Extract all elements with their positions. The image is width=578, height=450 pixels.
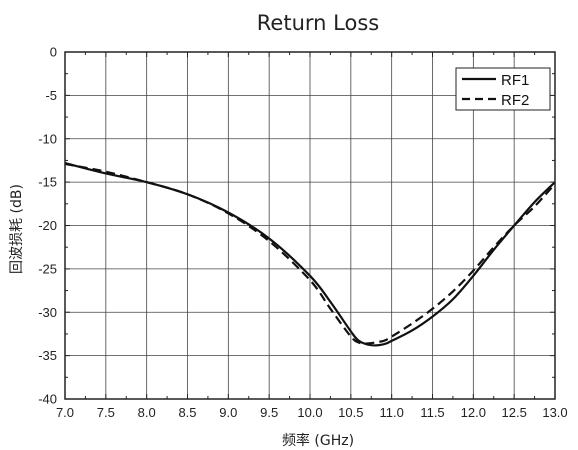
x-tick-label: 10.5 — [338, 405, 363, 420]
x-tick-label: 8.0 — [138, 405, 156, 420]
chart-title: Return Loss — [257, 11, 379, 35]
x-tick-label: 11.5 — [420, 405, 444, 420]
y-tick-label: -5 — [45, 88, 57, 103]
plot-area-frame — [64, 51, 556, 400]
x-axis-label: 频率 (GHz) — [282, 432, 354, 449]
series-line-rf2 — [64, 162, 556, 345]
y-tick-label: -15 — [38, 175, 57, 190]
y-tick-labels: 0 -5 -10 -15 -20 -25 -30 -35 -40 — [38, 45, 57, 407]
x-tick-label: 11.0 — [379, 405, 403, 420]
y-axis-label: 回波损耗 (dB) — [9, 184, 25, 274]
y-tick-label: -40 — [38, 392, 57, 407]
y-tick-label: -25 — [38, 261, 57, 276]
x-tick-label: 13.0 — [542, 405, 567, 420]
x-tick-label: 12.5 — [502, 405, 527, 420]
y-tick-label: -35 — [38, 348, 57, 363]
y-tick-label: -20 — [38, 218, 57, 233]
y-tick-label: 0 — [50, 45, 57, 60]
legend-label-rf2: RF2 — [501, 92, 529, 109]
legend-box — [455, 67, 551, 111]
legend-label-rf1: RF1 — [501, 72, 529, 89]
x-tick-label: 9.5 — [260, 405, 278, 420]
x-tick-label: 12.0 — [461, 405, 486, 420]
x-tick-label: 10.0 — [297, 405, 322, 420]
legend: RF1 RF2 — [455, 67, 551, 111]
y-tick-label: -30 — [38, 305, 57, 320]
x-tick-label: 9.0 — [219, 405, 237, 420]
series-line-rf1 — [64, 161, 556, 347]
series-lines — [64, 161, 556, 347]
x-tick-label: 8.5 — [178, 405, 196, 420]
x-tick-label: 7.5 — [97, 405, 115, 420]
y-tick-label: -10 — [38, 131, 57, 146]
x-tick-label: 7.0 — [56, 405, 74, 420]
x-tick-labels: 7.0 7.5 8.0 8.5 9.0 9.5 10.0 10.5 11.0 11.5 12.0 12… — [56, 405, 568, 420]
